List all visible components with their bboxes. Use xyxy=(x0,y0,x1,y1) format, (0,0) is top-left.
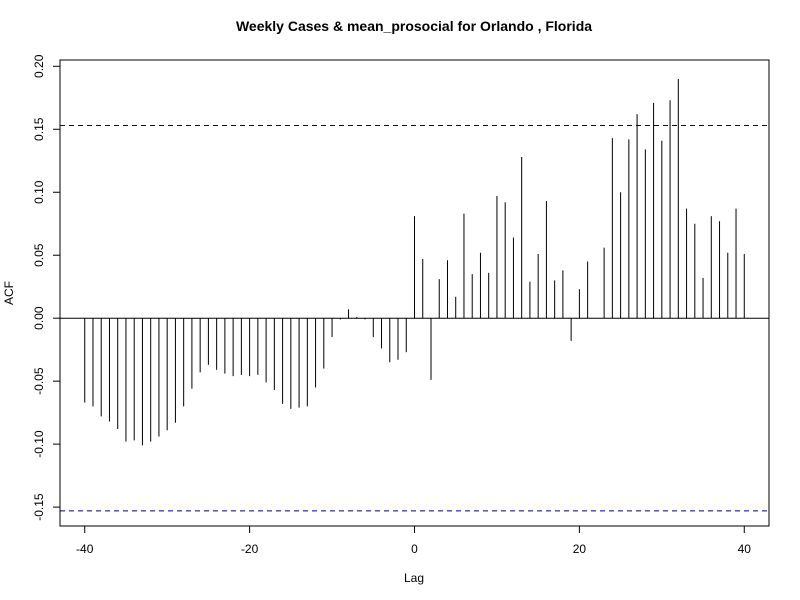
x-tick-label: -20 xyxy=(241,542,259,556)
y-tick-label: 0.05 xyxy=(32,243,46,267)
acf-bars xyxy=(84,78,745,446)
y-tick-label: 0.10 xyxy=(32,180,46,204)
y-tick-label: -0.10 xyxy=(32,430,46,458)
y-tick-label: 0.00 xyxy=(32,306,46,330)
x-tick-label: -40 xyxy=(76,542,94,556)
x-axis-label: Lag xyxy=(404,571,424,585)
confidence-bounds xyxy=(60,124,769,512)
x-tick-label: 20 xyxy=(573,542,587,556)
y-tick-label: -0.05 xyxy=(32,367,46,395)
y-tick-label: 0.20 xyxy=(32,54,46,78)
y-tick-label: 0.15 xyxy=(32,117,46,141)
y-axis: -0.15 -0.10 -0.05 0.00 0.05 0.10 0.15 0.20 xyxy=(32,54,61,521)
y-axis-label: ACF xyxy=(2,281,16,305)
x-tick-label: 0 xyxy=(411,542,418,556)
x-axis: -40 -20 0 20 40 xyxy=(76,525,752,556)
x-tick-label: 40 xyxy=(738,542,752,556)
y-tick-label: -0.15 xyxy=(32,493,46,521)
chart-title: Weekly Cases & mean_prosocial for Orland… xyxy=(236,18,592,34)
